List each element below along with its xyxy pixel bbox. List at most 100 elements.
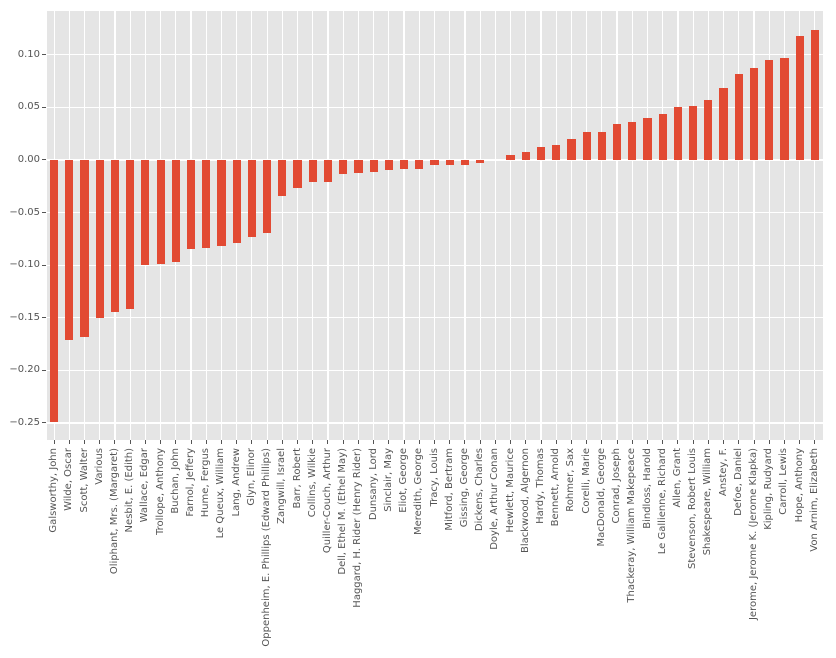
gridline-vertical bbox=[479, 11, 481, 441]
x-tick-label: Trollope, Anthony bbox=[154, 447, 166, 535]
x-tick-mark bbox=[662, 440, 664, 445]
bar-barr-robert bbox=[293, 159, 302, 189]
bar-bindloss-harold bbox=[643, 117, 652, 160]
x-tick-mark bbox=[175, 440, 177, 445]
x-tick-mark bbox=[601, 440, 603, 445]
x-tick-label: Quiller-Couch, Arthur bbox=[321, 447, 333, 553]
gridline-horizontal bbox=[46, 422, 823, 424]
gridline-vertical bbox=[464, 11, 466, 441]
x-tick-label: Blackwood, Algernon bbox=[519, 447, 531, 553]
x-tick-label: Galsworthy, John bbox=[48, 447, 60, 533]
bar-dunsany-lord bbox=[369, 159, 378, 172]
x-tick-label: Bennett, Arnold bbox=[550, 447, 562, 526]
bar-lang-andrew bbox=[232, 159, 241, 244]
x-tick-label: Hope, Anthony bbox=[793, 447, 805, 522]
x-tick-mark bbox=[799, 440, 801, 445]
gridline-vertical bbox=[814, 11, 816, 441]
gridline-horizontal bbox=[46, 106, 823, 108]
x-tick-mark bbox=[114, 440, 116, 445]
gridline-vertical bbox=[570, 11, 573, 441]
x-tick-label: Wilde, Oscar bbox=[63, 447, 75, 511]
bar-zangwill-israel bbox=[278, 159, 287, 196]
x-tick-label: Oppenheim, E. Phillips (Edward Phillips) bbox=[261, 447, 273, 647]
x-tick-mark bbox=[357, 440, 359, 445]
bar-mitford-bertram bbox=[445, 159, 454, 166]
gridline-vertical bbox=[768, 11, 770, 441]
bar-quiller-couch-arthur bbox=[323, 159, 333, 183]
gridline-horizontal bbox=[46, 369, 823, 371]
bar-kipling-rudyard bbox=[765, 60, 774, 160]
gridline-vertical bbox=[586, 11, 588, 441]
gridline-vertical bbox=[692, 11, 694, 441]
x-tick-mark bbox=[449, 440, 451, 445]
x-tick-label: Buchan, John bbox=[169, 447, 181, 514]
gridline-vertical bbox=[312, 11, 314, 441]
x-tick-mark bbox=[312, 440, 314, 445]
x-tick-mark bbox=[53, 440, 55, 445]
bar-hume-fergus bbox=[202, 159, 211, 249]
gridline-vertical bbox=[738, 11, 740, 441]
gridline-horizontal bbox=[46, 317, 823, 319]
y-tick-mark bbox=[42, 159, 46, 161]
x-tick-mark bbox=[84, 440, 86, 445]
y-tick-label: −0.20 bbox=[9, 364, 40, 376]
x-tick-label: Conrad, Joseph bbox=[611, 447, 623, 524]
x-tick-mark bbox=[738, 440, 740, 445]
gridline-vertical bbox=[753, 11, 755, 441]
y-tick-label: −0.05 bbox=[9, 206, 40, 218]
x-tick-label: Wallace, Edgar bbox=[139, 447, 151, 522]
bar-von-arnim-elizabeth bbox=[810, 29, 819, 160]
plot-area bbox=[46, 11, 823, 441]
x-tick-label: Haggard, H. Rider (Henry Rider) bbox=[352, 447, 364, 608]
y-tick-mark bbox=[42, 54, 46, 56]
x-tick-mark bbox=[373, 440, 375, 445]
x-tick-label: Doyle, Arthur Conan bbox=[489, 447, 501, 550]
gridline-vertical bbox=[388, 11, 390, 441]
x-tick-mark bbox=[510, 440, 512, 445]
x-tick-mark bbox=[783, 440, 785, 445]
x-tick-mark bbox=[297, 440, 299, 445]
gridline-vertical bbox=[616, 11, 618, 441]
x-tick-label: Eliot, George bbox=[398, 447, 410, 513]
bar-hewlett-maurice bbox=[506, 154, 515, 160]
bar-gissing-george bbox=[460, 159, 470, 166]
y-tick-label: −0.25 bbox=[9, 416, 40, 428]
y-tick-mark bbox=[42, 264, 46, 266]
bar-bennett-arnold bbox=[552, 145, 561, 160]
x-tick-mark bbox=[418, 440, 420, 445]
x-tick-mark bbox=[631, 440, 633, 445]
x-tick-label: Farnol, Jeffery bbox=[185, 447, 197, 517]
bar-wallace-edgar bbox=[141, 159, 150, 266]
x-tick-label: Kipling, Rudyard bbox=[763, 447, 775, 530]
x-tick-mark bbox=[388, 440, 390, 445]
x-tick-label: Allen, Grant bbox=[671, 447, 683, 508]
y-tick-mark bbox=[42, 369, 46, 371]
bar-galsworthy-john bbox=[50, 159, 59, 422]
bar-meredith-george bbox=[415, 159, 424, 170]
x-tick-label: Hume, Fergus bbox=[200, 447, 212, 517]
x-tick-mark bbox=[692, 440, 694, 445]
gridline-vertical bbox=[342, 11, 344, 441]
x-tick-mark bbox=[205, 440, 207, 445]
x-tick-label: Meredith, George bbox=[413, 447, 425, 535]
y-tick-label: 0.10 bbox=[17, 48, 40, 60]
x-tick-label: Thackeray, William Makepeace bbox=[626, 447, 638, 603]
x-tick-label: Nesbit, E. (Edith) bbox=[124, 447, 136, 532]
gridline-vertical bbox=[646, 11, 649, 441]
x-tick-mark bbox=[540, 440, 542, 445]
x-tick-mark bbox=[190, 440, 192, 445]
gridline-vertical bbox=[373, 11, 375, 441]
x-tick-mark bbox=[220, 440, 222, 445]
gridline-vertical bbox=[418, 11, 420, 441]
bar-tracy-louis bbox=[430, 159, 439, 166]
bar-le-queux-william bbox=[217, 159, 226, 247]
gridline-vertical bbox=[509, 11, 512, 441]
bar-farnol-jeffery bbox=[186, 159, 196, 250]
bar-dickens-charles bbox=[476, 159, 485, 164]
x-tick-label: Defoe, Daniel bbox=[732, 447, 744, 516]
gridline-vertical bbox=[555, 11, 557, 441]
gridline-vertical bbox=[403, 11, 405, 441]
y-tick-label: 0.00 bbox=[17, 153, 40, 165]
x-tick-label: Dunsany, Lord bbox=[367, 447, 379, 520]
